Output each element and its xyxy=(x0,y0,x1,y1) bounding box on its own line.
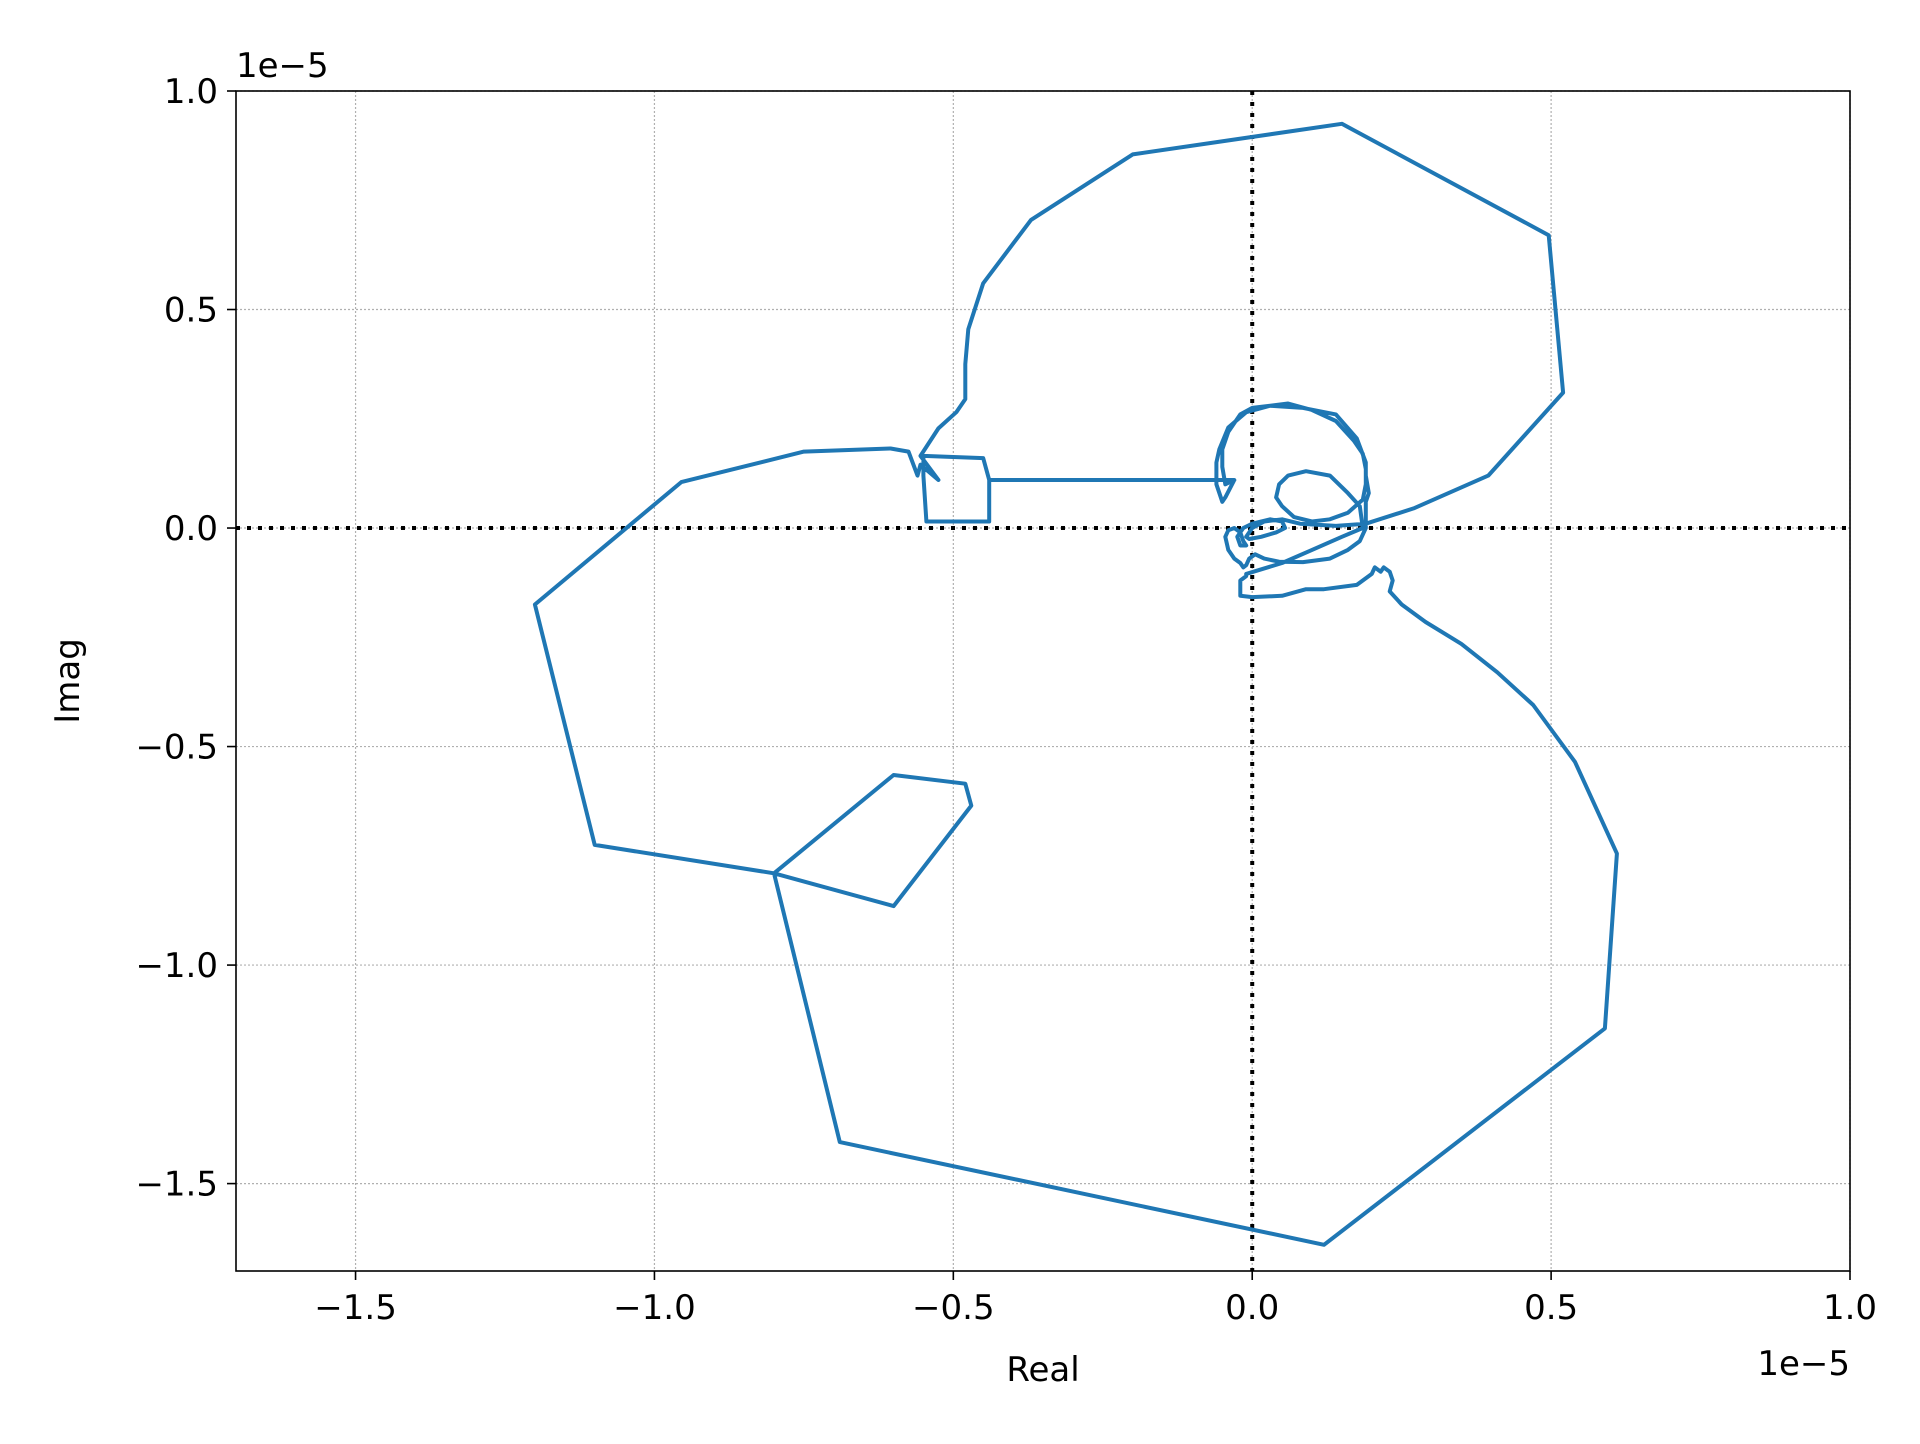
nyquist-curve-series xyxy=(532,121,1619,1247)
y-axis-ticks: −1.5 −1.0 −0.5 0.0 0.5 1.0 xyxy=(135,72,236,1205)
plot-area-frame xyxy=(235,90,1851,1272)
y-tick-label: −1.0 xyxy=(135,946,218,986)
y-tick-label: 0.0 xyxy=(164,509,218,549)
x-tick-label: 0.5 xyxy=(1524,1288,1578,1328)
x-axis-offset-text: 1e−5 xyxy=(1757,1344,1850,1384)
x-tick-label: −1.0 xyxy=(613,1288,696,1328)
y-tick-label: −1.5 xyxy=(135,1165,218,1205)
y-tick-label: 1.0 xyxy=(164,72,218,112)
y-axis-label: Imag xyxy=(48,638,88,724)
x-tick-label: −0.5 xyxy=(912,1288,995,1328)
y-tick-label: 0.5 xyxy=(164,291,218,331)
x-tick-label: −1.5 xyxy=(314,1288,397,1328)
x-tick-label: 1.0 xyxy=(1823,1288,1877,1328)
y-axis-offset-text: 1e−5 xyxy=(236,46,329,86)
x-axis-ticks: −1.5 −1.0 −0.5 0.0 0.5 1.0 xyxy=(314,1271,1877,1328)
zero-reference-lines xyxy=(236,91,1850,1271)
series-layer xyxy=(532,121,1619,1247)
x-axis-label: Real xyxy=(1006,1350,1079,1390)
x-tick-label: 0.0 xyxy=(1225,1288,1279,1328)
y-tick-label: −0.5 xyxy=(135,728,218,768)
